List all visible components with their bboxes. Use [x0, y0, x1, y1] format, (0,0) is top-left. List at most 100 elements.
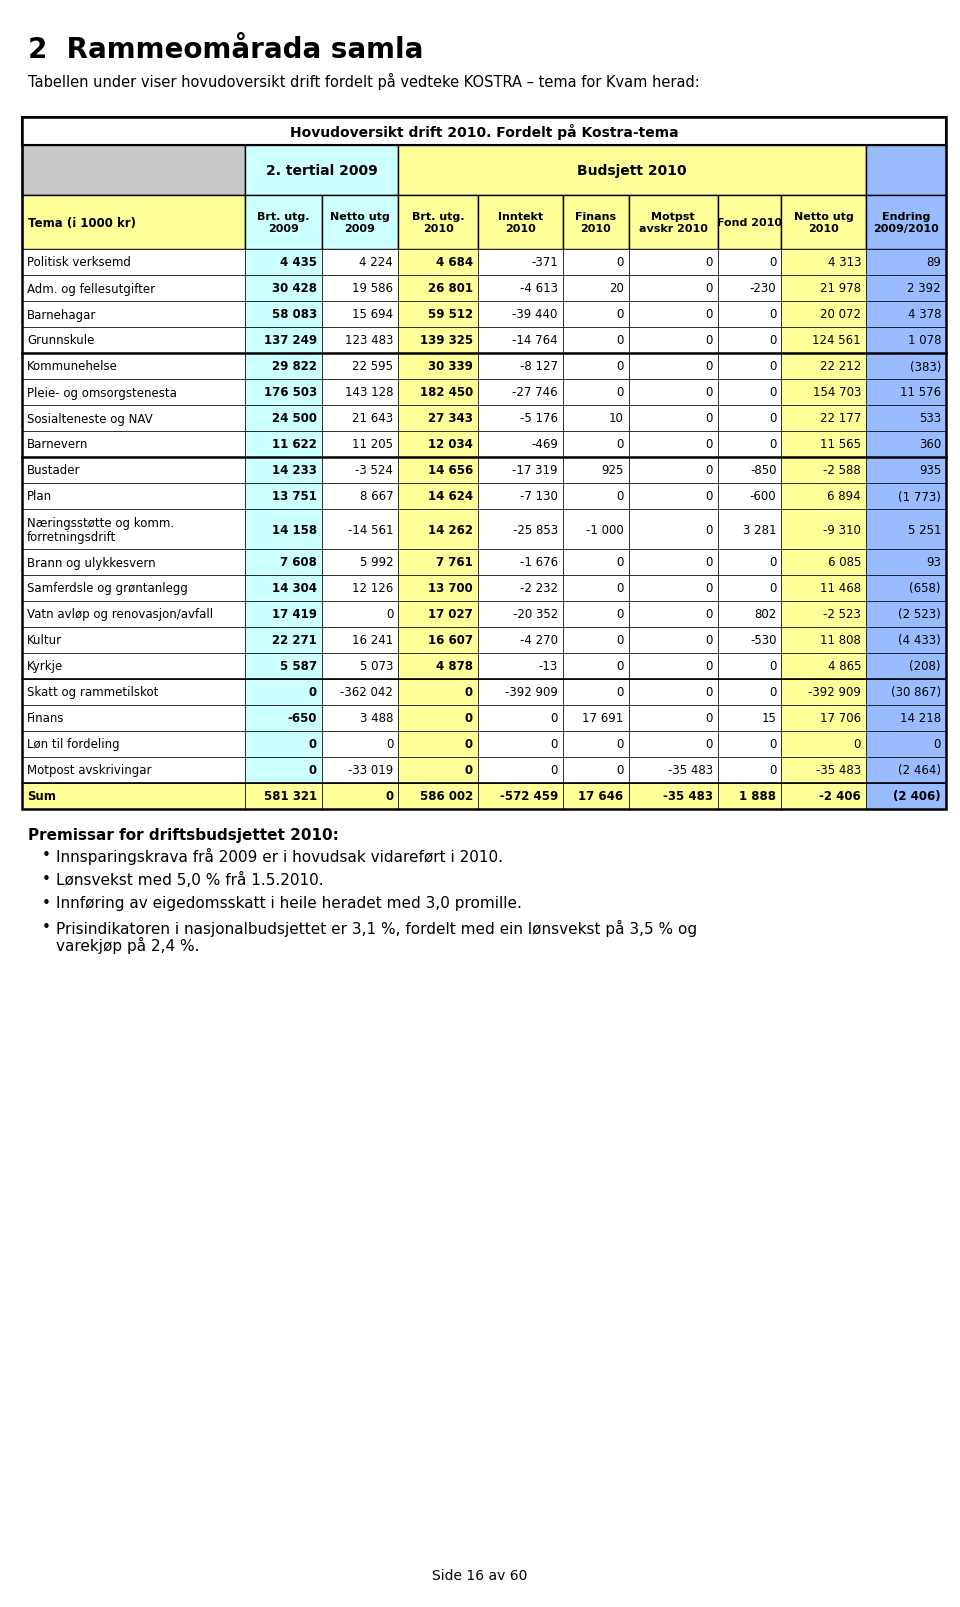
Text: Innsparingskrava frå 2009 er i hovudsak vidareført i 2010.: Innsparingskrava frå 2009 er i hovudsak …	[56, 847, 503, 865]
Bar	[781, 354, 866, 379]
Bar	[398, 432, 478, 458]
Text: 0: 0	[706, 283, 713, 296]
Text: 6 894: 6 894	[828, 490, 861, 503]
Bar	[718, 379, 781, 405]
Bar	[718, 731, 781, 757]
Text: 0: 0	[769, 386, 777, 399]
Text: 143 128: 143 128	[345, 386, 394, 399]
Bar	[322, 276, 398, 302]
Text: 0: 0	[550, 763, 558, 778]
Bar	[322, 509, 398, 550]
Text: Innføring av eigedomsskatt i heile heradet med 3,0 promille.: Innføring av eigedomsskatt i heile herad…	[56, 895, 522, 911]
Bar	[629, 575, 718, 601]
Text: 6 085: 6 085	[828, 556, 861, 569]
Text: 14 158: 14 158	[272, 524, 317, 537]
Bar	[322, 575, 398, 601]
Bar	[398, 276, 478, 302]
Text: 0: 0	[309, 763, 317, 778]
Bar	[781, 328, 866, 354]
Bar	[866, 601, 946, 628]
Text: 0: 0	[769, 660, 777, 673]
Bar	[246, 484, 322, 509]
Bar	[478, 379, 563, 405]
Text: (30 867): (30 867)	[891, 686, 941, 699]
Text: -14 764: -14 764	[512, 334, 558, 347]
Text: 586 002: 586 002	[420, 791, 473, 804]
Bar	[563, 458, 629, 484]
Text: -8 127: -8 127	[519, 360, 558, 373]
Text: 0: 0	[706, 660, 713, 673]
Bar	[718, 432, 781, 458]
Text: 22 177: 22 177	[820, 413, 861, 426]
Bar	[866, 731, 946, 757]
Bar	[478, 405, 563, 432]
Text: 0: 0	[706, 524, 713, 537]
Text: (1 773): (1 773)	[899, 490, 941, 503]
Bar	[478, 575, 563, 601]
Text: Plan: Plan	[27, 490, 52, 503]
Bar	[322, 705, 398, 731]
Text: 0: 0	[465, 738, 473, 750]
Text: 14 262: 14 262	[428, 524, 473, 537]
Text: Grunnskule: Grunnskule	[27, 334, 94, 347]
Bar	[781, 575, 866, 601]
Text: 12 126: 12 126	[352, 582, 394, 595]
Text: 2 392: 2 392	[907, 283, 941, 296]
Bar	[781, 432, 866, 458]
Bar	[22, 249, 246, 276]
Bar	[246, 784, 322, 810]
Bar	[718, 354, 781, 379]
Text: 360: 360	[919, 439, 941, 452]
Bar	[398, 705, 478, 731]
Bar	[629, 302, 718, 328]
Text: 5 073: 5 073	[360, 660, 394, 673]
Text: 0: 0	[616, 360, 624, 373]
Bar	[866, 757, 946, 784]
Bar	[629, 731, 718, 757]
Text: 0: 0	[616, 309, 624, 321]
Text: 27 343: 27 343	[428, 413, 473, 426]
Text: Bustader: Bustader	[27, 464, 81, 477]
Text: 11 622: 11 622	[272, 439, 317, 452]
Bar	[629, 705, 718, 731]
Text: Sosialteneste og NAV: Sosialteneste og NAV	[27, 413, 153, 426]
Bar	[246, 731, 322, 757]
Text: -650: -650	[287, 712, 317, 725]
Text: (4 433): (4 433)	[899, 635, 941, 648]
Text: Motpost avskrivingar: Motpost avskrivingar	[27, 763, 152, 778]
Bar	[781, 680, 866, 705]
Text: Motpst
avskr 2010: Motpst avskr 2010	[638, 212, 708, 235]
Text: 22 212: 22 212	[820, 360, 861, 373]
Text: 0: 0	[706, 607, 713, 622]
Text: 124 561: 124 561	[812, 334, 861, 347]
Bar	[322, 550, 398, 575]
Text: Næringsstøtte og komm.: Næringsstøtte og komm.	[27, 517, 174, 530]
Text: 5 992: 5 992	[360, 556, 394, 569]
Bar	[866, 328, 946, 354]
Bar	[781, 405, 866, 432]
Text: varekjøp på 2,4 %.: varekjøp på 2,4 %.	[56, 937, 200, 953]
Bar	[246, 458, 322, 484]
Bar	[718, 458, 781, 484]
Text: 0: 0	[706, 635, 713, 648]
Bar	[866, 484, 946, 509]
Bar	[866, 509, 946, 550]
Bar	[398, 379, 478, 405]
Bar	[781, 731, 866, 757]
Text: 2  Rammeomårada samla: 2 Rammeomårada samla	[28, 35, 423, 64]
Text: -2 588: -2 588	[824, 464, 861, 477]
Text: 89: 89	[926, 257, 941, 270]
Text: 802: 802	[755, 607, 777, 622]
Text: 0: 0	[706, 334, 713, 347]
Bar	[246, 405, 322, 432]
Text: (208): (208)	[909, 660, 941, 673]
Text: Endring
2009/2010: Endring 2009/2010	[874, 212, 939, 235]
Bar	[322, 784, 398, 810]
Text: 7 608: 7 608	[280, 556, 317, 569]
Text: -20 352: -20 352	[513, 607, 558, 622]
Text: -35 483: -35 483	[668, 763, 713, 778]
Text: 0: 0	[769, 360, 777, 373]
Text: 0: 0	[769, 582, 777, 595]
Text: 0: 0	[616, 334, 624, 347]
Bar	[718, 302, 781, 328]
